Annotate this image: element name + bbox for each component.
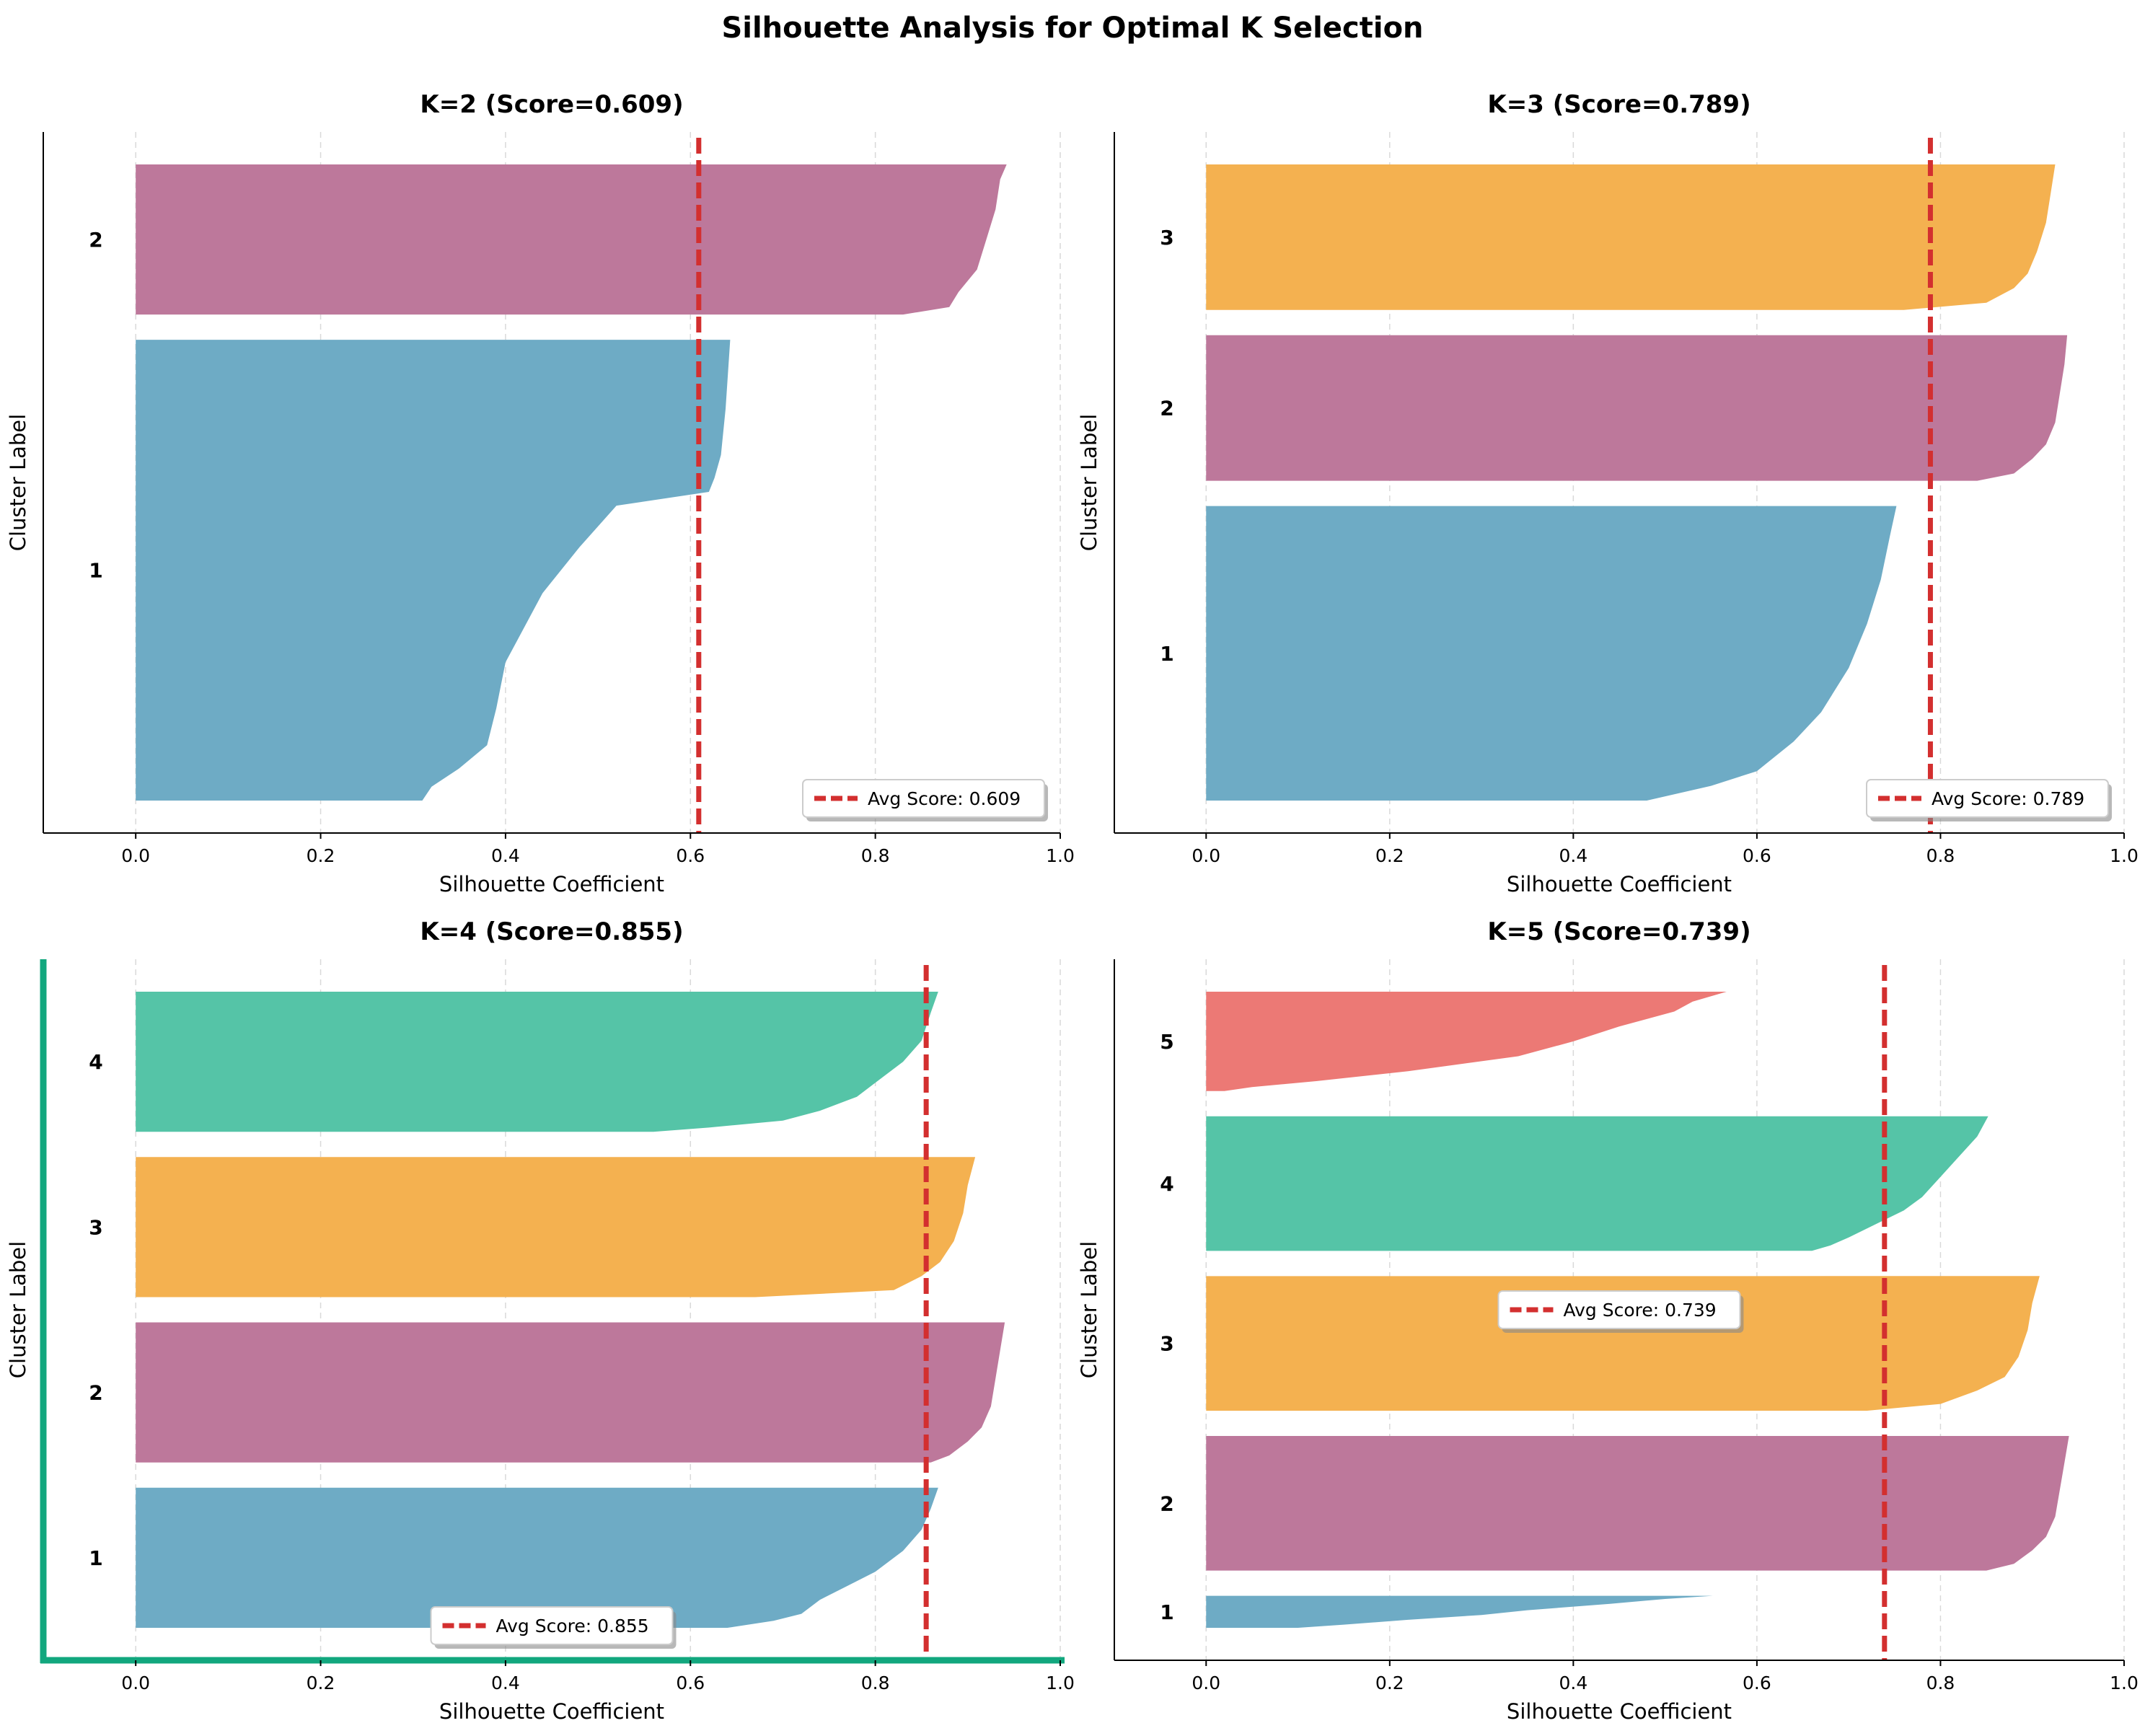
legend-box xyxy=(1497,1290,1741,1329)
x-tick-label: 1.0 xyxy=(2110,1673,2139,1693)
silhouette-band-cluster-3 xyxy=(1206,164,2056,310)
legend-label: Avg Score: 0.739 xyxy=(1564,1300,1717,1321)
x-tick-label: 0.6 xyxy=(676,1673,705,1693)
silhouette-band-cluster-4 xyxy=(136,992,938,1132)
silhouette-band-cluster-5 xyxy=(1206,992,1727,1091)
silhouette-band-cluster-3 xyxy=(1206,1276,2040,1411)
legend-label: Avg Score: 0.789 xyxy=(1932,788,2084,809)
x-tick-label: 0.6 xyxy=(1743,845,1771,866)
x-tick-label: 0.0 xyxy=(121,1673,150,1693)
cluster-label: 4 xyxy=(1160,1172,1173,1196)
legend: Avg Score: 0.739 xyxy=(1497,1290,1744,1333)
silhouette-band-cluster-1 xyxy=(1206,1595,1713,1628)
silhouette-band-cluster-1 xyxy=(136,1487,938,1628)
silhouette-band-cluster-2 xyxy=(1206,1435,2069,1571)
cluster-label: 1 xyxy=(1160,1600,1173,1624)
silhouette-band-cluster-2 xyxy=(136,1322,1005,1463)
figure-title: Silhouette Analysis for Optimal K Select… xyxy=(721,12,1423,45)
subplot-k4: 1 2 3 4 0.0 0.2 0.4 0.6 0.8 1.0 Silhouette Coeffic… xyxy=(6,917,1075,1724)
x-tick-label: 0.8 xyxy=(861,845,890,866)
x-tick-label: 1.0 xyxy=(1046,1673,1075,1693)
cluster-label: 2 xyxy=(89,1381,102,1405)
cluster-label: 2 xyxy=(89,228,102,252)
y-axis-label: Cluster Label xyxy=(1077,1241,1101,1378)
x-tick-label: 0.2 xyxy=(307,845,335,866)
subplots-grid: 1 2 0.0 0.2 0.4 0.6 0.8 1.0 Silhouette Coefficie… xyxy=(6,90,2139,1724)
x-tick-label: 1.0 xyxy=(2110,845,2139,866)
x-tick-label: 0.0 xyxy=(121,845,150,866)
x-tick-label: 0.6 xyxy=(676,845,705,866)
x-tick-label: 0.4 xyxy=(1559,1673,1587,1693)
x-axis-label: Silhouette Coefficient xyxy=(1507,872,1732,896)
legend: Avg Score: 0.789 xyxy=(1866,779,2112,821)
legend-label: Avg Score: 0.855 xyxy=(496,1616,649,1636)
legend-box xyxy=(1866,779,2109,818)
x-tick-label: 0.6 xyxy=(1743,1673,1771,1693)
cluster-label: 3 xyxy=(1160,226,1173,250)
cluster-label: 1 xyxy=(1160,642,1173,666)
x-tick-label: 0.2 xyxy=(1375,1673,1404,1693)
y-axis-label: Cluster Label xyxy=(6,414,30,551)
x-tick-label: 0.4 xyxy=(491,1673,520,1693)
cluster-label: 2 xyxy=(1160,397,1173,420)
x-tick-label: 0.4 xyxy=(1559,845,1587,866)
x-axis-label: Silhouette Coefficient xyxy=(1507,1699,1732,1724)
subplot-k2: 1 2 0.0 0.2 0.4 0.6 0.8 1.0 Silhouette Coefficie… xyxy=(6,90,1075,896)
x-tick-label: 0.0 xyxy=(1192,845,1220,866)
silhouette-band-cluster-2 xyxy=(1206,335,2068,481)
x-tick-label: 0.8 xyxy=(861,1673,890,1693)
silhouette-band-cluster-1 xyxy=(1206,506,1897,801)
subplot-title: K=3 (Score=0.789) xyxy=(1487,90,1750,119)
subplot-title: K=4 (Score=0.855) xyxy=(420,917,683,946)
cluster-label: 4 xyxy=(89,1050,102,1074)
cluster-label: 3 xyxy=(89,1215,102,1239)
cluster-label: 3 xyxy=(1160,1332,1173,1356)
x-axis-label: Silhouette Coefficient xyxy=(439,872,664,896)
x-tick-label: 0.4 xyxy=(491,845,520,866)
subplot-title: K=2 (Score=0.609) xyxy=(420,90,683,119)
legend-box xyxy=(430,1606,674,1645)
cluster-label: 2 xyxy=(1160,1492,1173,1515)
x-tick-label: 0.8 xyxy=(1926,845,1955,866)
x-tick-label: 0.0 xyxy=(1192,1673,1220,1693)
subplot-title: K=5 (Score=0.739) xyxy=(1487,917,1750,946)
x-tick-label: 0.2 xyxy=(1375,845,1404,866)
x-axis-label: Silhouette Coefficient xyxy=(439,1699,664,1724)
cluster-label: 1 xyxy=(89,1546,102,1570)
subplot-k3: 1 2 3 0.0 0.2 0.4 0.6 0.8 1.0 Silhouette Coeffici… xyxy=(1077,90,2139,896)
legend-box xyxy=(802,779,1045,818)
y-axis-label: Cluster Label xyxy=(1077,414,1101,551)
legend: Avg Score: 0.855 xyxy=(430,1606,677,1649)
x-tick-label: 0.2 xyxy=(307,1673,335,1693)
y-axis-label: Cluster Label xyxy=(6,1241,30,1378)
silhouette-band-cluster-1 xyxy=(136,340,731,801)
cluster-label: 5 xyxy=(1160,1030,1173,1054)
legend-label: Avg Score: 0.609 xyxy=(868,788,1021,809)
subplot-k5: 1 2 3 4 5 0.0 0.2 0.4 0.6 0.8 1.0 Silhouette Coeffi… xyxy=(1077,917,2139,1724)
silhouette-band-cluster-2 xyxy=(136,164,1007,315)
cluster-label: 1 xyxy=(89,559,102,583)
x-tick-label: 0.8 xyxy=(1926,1673,1955,1693)
silhouette-band-cluster-4 xyxy=(1206,1116,1988,1251)
x-tick-label: 1.0 xyxy=(1046,845,1075,866)
legend: Avg Score: 0.609 xyxy=(802,779,1048,821)
silhouette-band-cluster-3 xyxy=(136,1157,976,1297)
